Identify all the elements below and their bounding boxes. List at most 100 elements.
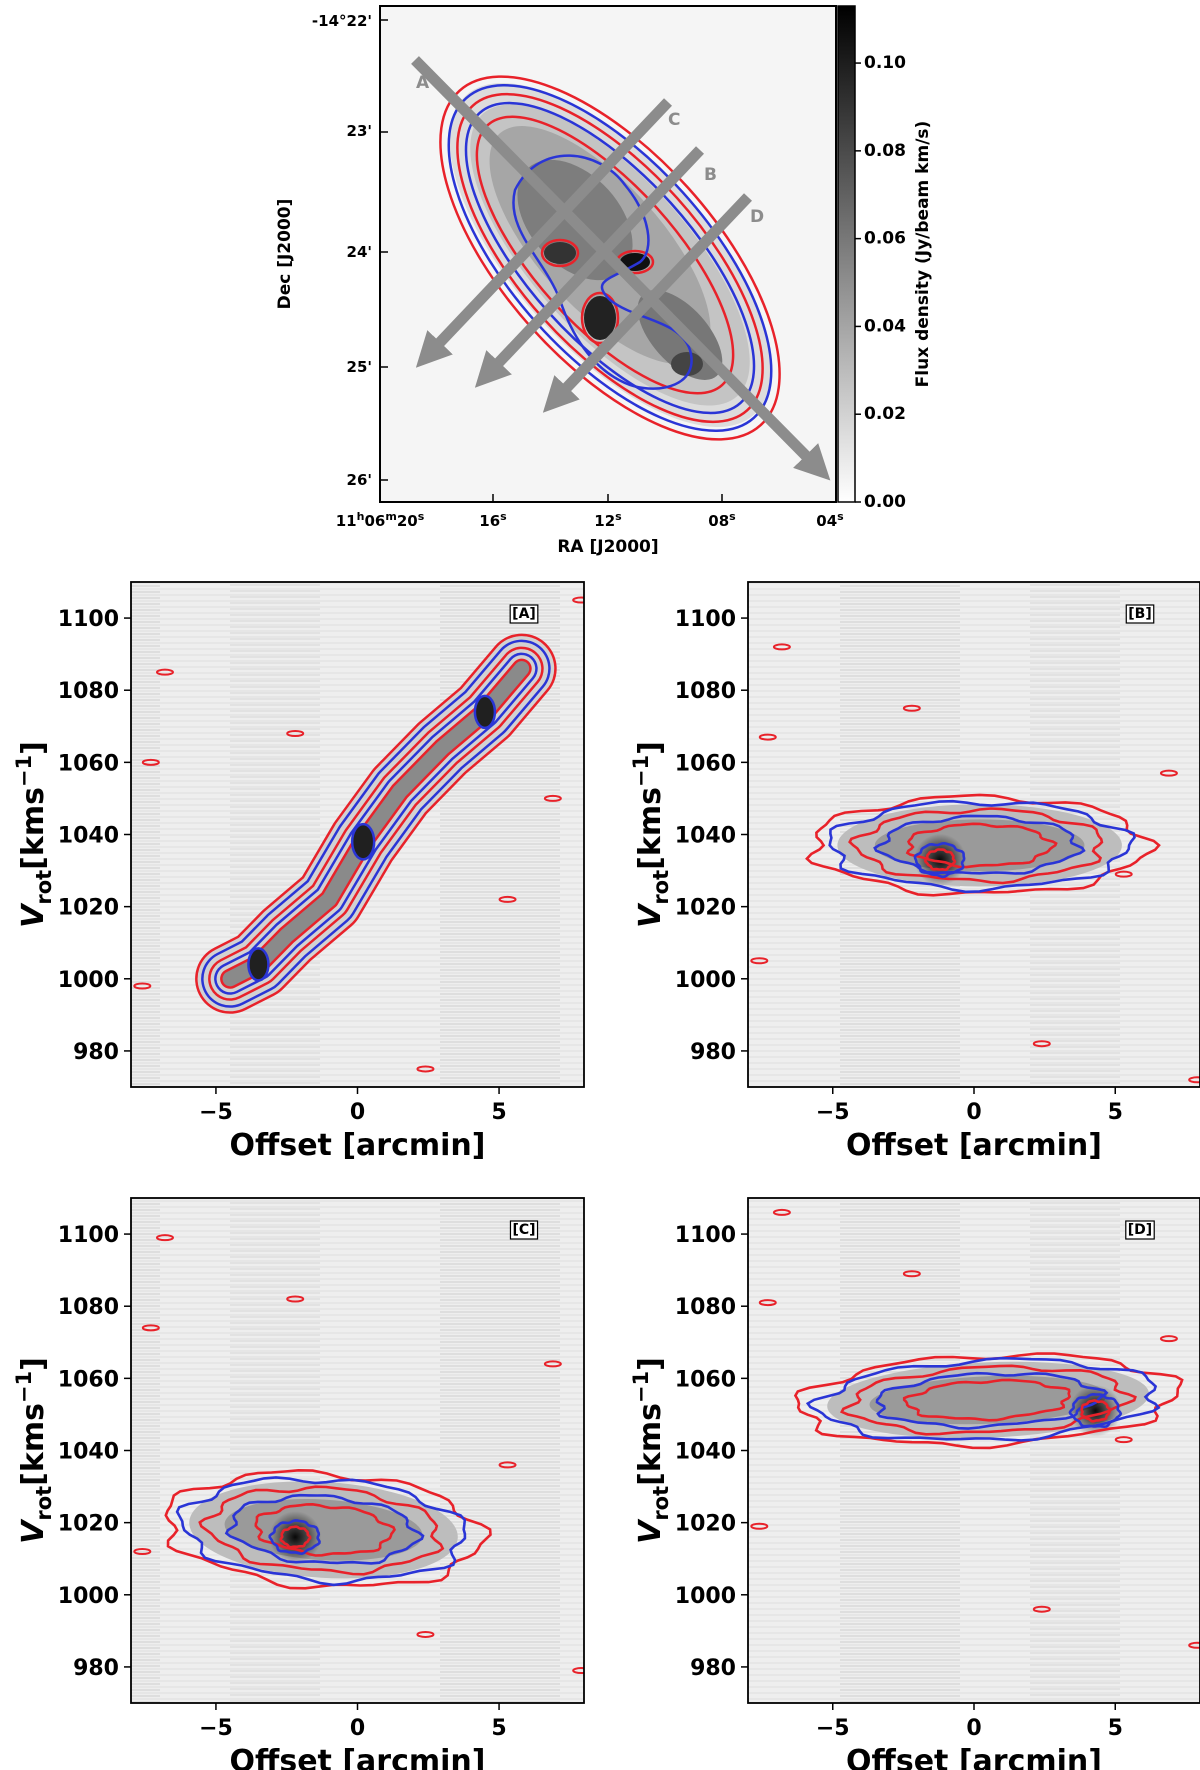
ytick-label: 1080 bbox=[58, 1295, 119, 1320]
contour-line bbox=[1080, 1399, 1112, 1423]
slice-a-arrow bbox=[411, 56, 831, 481]
ytick-label: 1060 bbox=[58, 751, 119, 776]
colorbar-tick-label: 0.02 bbox=[864, 404, 906, 424]
ytick-label: 980 bbox=[690, 1040, 736, 1065]
map-ytick-3: 25' bbox=[347, 358, 372, 376]
contour-line bbox=[164, 1468, 492, 1590]
map-xtick-4: 04s bbox=[816, 510, 844, 530]
ytick-label: 1000 bbox=[58, 1584, 119, 1609]
colorbar-tick-label: 0.06 bbox=[864, 229, 906, 249]
noise-contour bbox=[1159, 1335, 1178, 1343]
noise-contour bbox=[750, 1522, 769, 1530]
ytick-label: 980 bbox=[690, 1656, 736, 1681]
xtick-label: 0 bbox=[350, 1100, 365, 1125]
pv-xlabel: Offset [arcmin] bbox=[230, 1744, 486, 1770]
contour-line bbox=[875, 1371, 1109, 1430]
map-yticks bbox=[380, 19, 388, 481]
emission-peak bbox=[350, 822, 376, 861]
map-ytick-4: 26' bbox=[347, 471, 372, 489]
ytick-label: 1000 bbox=[675, 1584, 736, 1609]
ytick-label: 1100 bbox=[58, 1223, 119, 1248]
ytick-label: 1060 bbox=[58, 1367, 119, 1392]
ytick-label: 1040 bbox=[675, 824, 736, 849]
colorbar-tick-label: 0.04 bbox=[864, 316, 906, 336]
ytick-label: 1080 bbox=[675, 679, 736, 704]
ytick-label: 980 bbox=[73, 1656, 119, 1681]
slice-label-c: C bbox=[668, 110, 680, 130]
contour-line bbox=[805, 1356, 1161, 1442]
ytick-label: 1060 bbox=[675, 1367, 736, 1392]
ytick-label: 1020 bbox=[58, 1512, 119, 1537]
map-xlabel: RA [J2000] bbox=[557, 537, 658, 557]
noise-contour bbox=[758, 733, 777, 741]
contour-line bbox=[902, 1378, 1072, 1422]
ytick-label: 1080 bbox=[675, 1295, 736, 1320]
noise-contour bbox=[772, 643, 791, 651]
galaxy-image bbox=[411, 56, 831, 481]
noise-contour bbox=[155, 1234, 174, 1242]
ytick-label: 980 bbox=[73, 1040, 119, 1065]
xtick-label: 5 bbox=[1108, 1100, 1123, 1125]
noise-contour bbox=[498, 1461, 517, 1469]
pv-background bbox=[131, 1198, 584, 1703]
pv-emission bbox=[750, 643, 1200, 1084]
map-xtick-3: 08s bbox=[708, 510, 736, 530]
slice-label-a: A bbox=[416, 73, 430, 93]
pv-xlabel: Offset [arcmin] bbox=[846, 1744, 1102, 1770]
pv-background bbox=[748, 1198, 1200, 1703]
panel-tag-box bbox=[509, 1220, 539, 1240]
ytick-label: 1020 bbox=[58, 896, 119, 921]
slice-label-b: B bbox=[704, 165, 717, 185]
colorbar-tick-label: 0.08 bbox=[864, 141, 906, 161]
pv-ylabel: Vrot[kms−1] bbox=[629, 741, 673, 928]
colorbar-tick-label: 0.00 bbox=[864, 492, 906, 512]
pv-panel-d: [D] 980 1000 1020 1040 1060 1080 1100 −5 0 5Offset… bbox=[629, 1197, 1200, 1770]
noise-contour bbox=[1114, 870, 1133, 878]
xtick-label: 0 bbox=[966, 1100, 981, 1125]
panel-tag: [B] bbox=[1128, 606, 1151, 622]
ytick-label: 1080 bbox=[58, 679, 119, 704]
noise-contour bbox=[133, 982, 152, 990]
pv-panel-b: [B] 980 1000 1020 1040 1060 1080 1100 −5 0 5Offset… bbox=[629, 581, 1200, 1163]
noise-contour bbox=[750, 957, 769, 965]
panel-tag: [A] bbox=[512, 606, 536, 622]
map-ytick-2: 24' bbox=[347, 243, 372, 261]
noise-contour bbox=[572, 596, 584, 604]
noise-contour bbox=[133, 1548, 152, 1555]
xtick-label: 5 bbox=[1108, 1716, 1123, 1741]
map-ytick-0: -14°22' bbox=[312, 12, 372, 30]
noise-contour bbox=[1114, 1436, 1133, 1444]
ytick-label: 1100 bbox=[675, 607, 736, 632]
noise-contour bbox=[1188, 1076, 1200, 1084]
pv-emission bbox=[133, 1234, 584, 1675]
contour-line bbox=[198, 1485, 445, 1576]
noise-contour bbox=[155, 668, 174, 676]
noise-contour bbox=[758, 1299, 777, 1307]
pv-xlabel: Offset [arcmin] bbox=[846, 1128, 1102, 1163]
xtick-label: −5 bbox=[199, 1100, 233, 1125]
panel-tag: [C] bbox=[512, 1222, 535, 1238]
pv-emission bbox=[133, 596, 584, 1073]
xtick-label: 5 bbox=[491, 1716, 506, 1741]
pv-xlabel: Offset [arcmin] bbox=[230, 1128, 486, 1163]
noise-contour bbox=[1188, 1641, 1200, 1649]
contour-line bbox=[913, 841, 966, 879]
noise-contour bbox=[572, 1667, 584, 1675]
ytick-label: 1020 bbox=[675, 896, 736, 921]
emission-peak bbox=[473, 694, 497, 730]
noise-contour bbox=[1032, 1040, 1051, 1048]
noise-contour bbox=[498, 895, 517, 903]
moment0-map: A C B D -14°22' 23' 24' 25' 26' Dec [J20… bbox=[275, 5, 933, 557]
colorbar bbox=[837, 5, 856, 503]
contour-line bbox=[873, 814, 1086, 875]
ytick-label: 1100 bbox=[58, 607, 119, 632]
noise-contour bbox=[543, 794, 562, 802]
ytick-label: 1000 bbox=[675, 968, 736, 993]
map-xtick-2: 12s bbox=[594, 510, 622, 530]
map-ylabel: Dec [J2000] bbox=[275, 199, 295, 310]
ytick-label: 1040 bbox=[58, 824, 119, 849]
noise-contour bbox=[543, 1360, 562, 1368]
noise-contour bbox=[772, 1208, 791, 1216]
contour-line bbox=[175, 1476, 467, 1587]
